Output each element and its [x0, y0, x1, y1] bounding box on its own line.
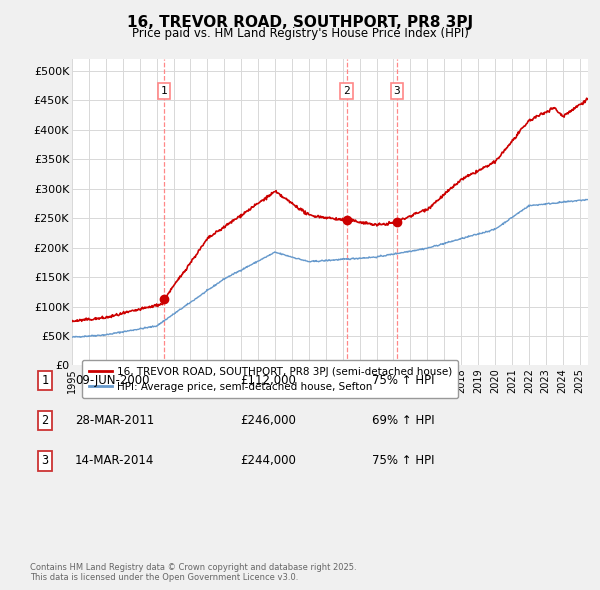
Text: 75% ↑ HPI: 75% ↑ HPI: [372, 374, 434, 387]
Text: 16, TREVOR ROAD, SOUTHPORT, PR8 3PJ: 16, TREVOR ROAD, SOUTHPORT, PR8 3PJ: [127, 15, 473, 30]
Text: 69% ↑ HPI: 69% ↑ HPI: [372, 414, 434, 427]
Text: 2: 2: [41, 414, 49, 427]
Text: 75% ↑ HPI: 75% ↑ HPI: [372, 454, 434, 467]
Text: 14-MAR-2014: 14-MAR-2014: [75, 454, 154, 467]
Text: 3: 3: [41, 454, 49, 467]
Text: 09-JUN-2000: 09-JUN-2000: [75, 374, 149, 387]
Text: Contains HM Land Registry data © Crown copyright and database right 2025.
This d: Contains HM Land Registry data © Crown c…: [30, 563, 356, 582]
Text: £246,000: £246,000: [240, 414, 296, 427]
Legend: 16, TREVOR ROAD, SOUTHPORT, PR8 3PJ (semi-detached house), HPI: Average price, s: 16, TREVOR ROAD, SOUTHPORT, PR8 3PJ (sem…: [82, 360, 458, 398]
Text: 28-MAR-2011: 28-MAR-2011: [75, 414, 154, 427]
Text: 1: 1: [161, 86, 167, 96]
Text: 2: 2: [343, 86, 350, 96]
Text: 3: 3: [394, 86, 400, 96]
Text: 1: 1: [41, 374, 49, 387]
Text: Price paid vs. HM Land Registry's House Price Index (HPI): Price paid vs. HM Land Registry's House …: [131, 27, 469, 40]
Text: £244,000: £244,000: [240, 454, 296, 467]
Text: £112,000: £112,000: [240, 374, 296, 387]
